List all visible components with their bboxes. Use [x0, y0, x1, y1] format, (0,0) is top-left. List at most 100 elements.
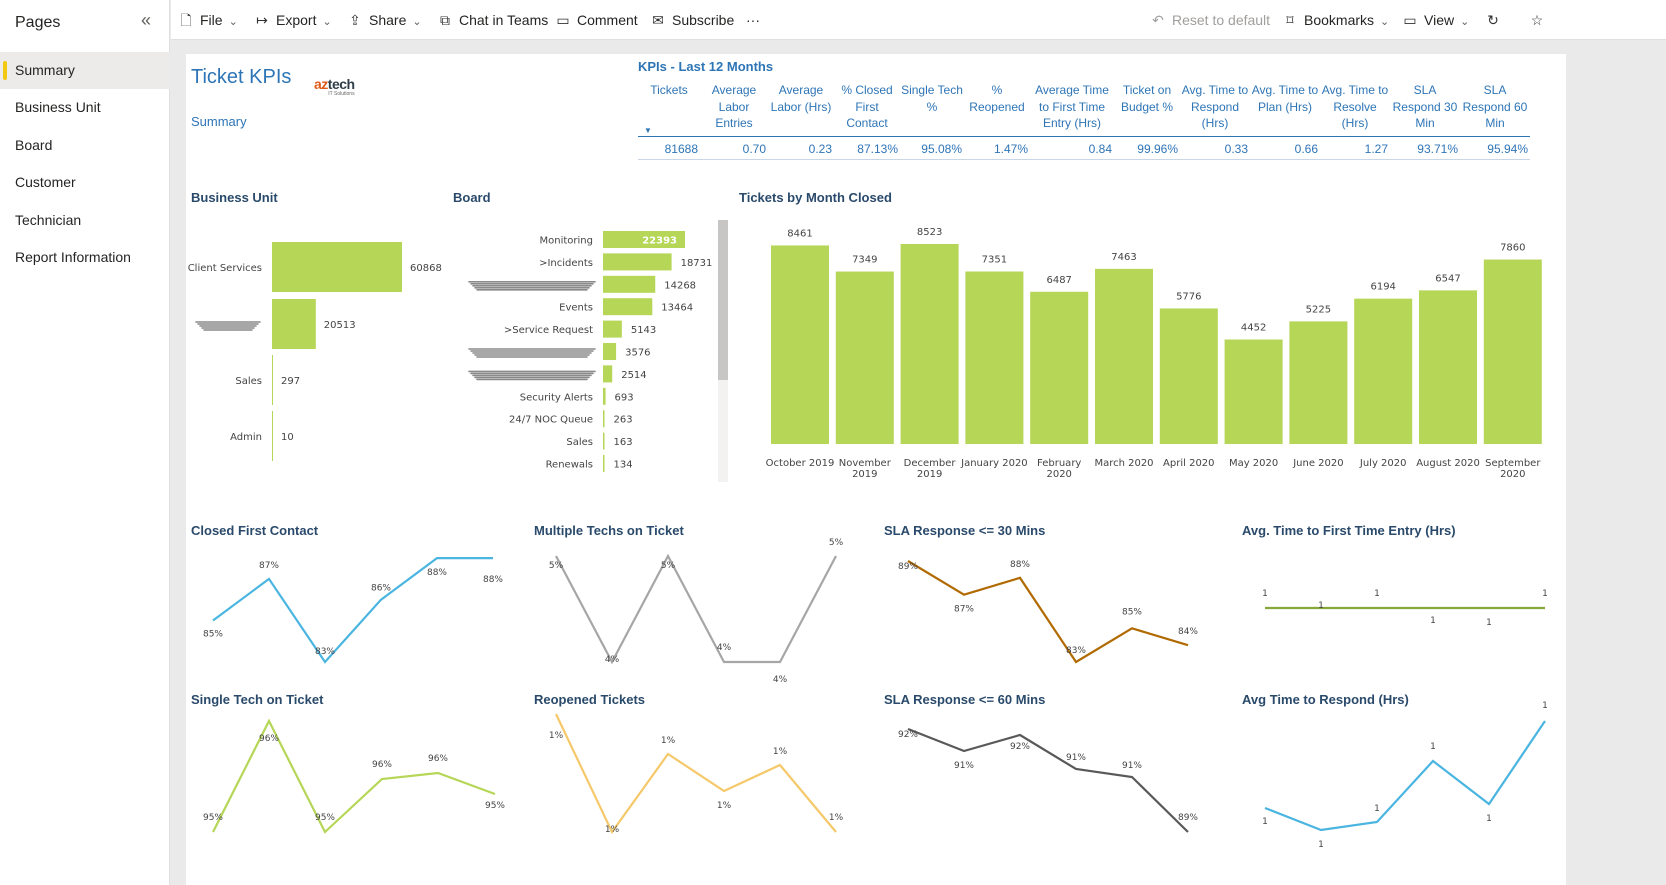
more-options-button[interactable]: ··· [746, 12, 760, 28]
favorite-button[interactable]: ☆ [1528, 0, 1551, 40]
kpi-header[interactable]: % Reopened [969, 83, 1025, 114]
trend-point-label: 91% [954, 761, 974, 771]
pages-title: Pages [15, 14, 61, 31]
page-tab-customer[interactable]: Customer [15, 174, 76, 190]
board-value: 22393 [642, 236, 677, 247]
kpi-header[interactable]: Average Time to First Time Entry (Hrs) [1035, 83, 1109, 130]
month-bar [1159, 308, 1218, 444]
sort-desc-icon[interactable]: ▼ [644, 126, 652, 135]
export-label: Export [276, 12, 317, 28]
month-label: August 2020 [1416, 458, 1480, 469]
kpi-value: 0.66 [1294, 142, 1318, 156]
trend-point-label: 1 [1486, 814, 1492, 824]
chevron-down-icon: ⌄ [322, 16, 332, 28]
subscribe-button[interactable]: ✉ Subscribe [649, 0, 734, 40]
kpi-header[interactable]: % Closed First Contact [841, 83, 893, 130]
board-value: 14268 [664, 280, 696, 291]
board-value: 134 [614, 460, 633, 471]
month-label: March 2020 [1094, 458, 1153, 469]
month-label: January 2020 [960, 458, 1028, 469]
reopened-title: Reopened Tickets [534, 692, 646, 707]
kpi-header[interactable]: Avg. Time to Resolve (Hrs) [1321, 83, 1389, 130]
share-menu[interactable]: ⇪ Share ⌄ [346, 0, 421, 40]
canvas-background [1566, 40, 1666, 885]
month-label: April 2020 [1163, 458, 1214, 469]
kpi-header[interactable]: Single Tech % [901, 83, 963, 114]
comment-button[interactable]: ▭ Comment [554, 0, 638, 40]
kpi-table-title: KPIs - Last 12 Months [638, 59, 774, 74]
page-tab-technician[interactable]: Technician [15, 212, 82, 228]
reset-to-default-button[interactable]: ↶ Reset to default [1149, 0, 1270, 40]
board-redacted-label [468, 348, 596, 358]
kpi-value: 0.70 [742, 142, 766, 156]
board-bar [603, 343, 617, 360]
board-bar [603, 253, 672, 271]
page-tab-report-information[interactable]: Report Information [15, 249, 131, 265]
business-unit-bar [272, 355, 273, 405]
trend-point-label: 95% [485, 801, 505, 811]
refresh-button[interactable]: ↻ [1484, 0, 1507, 40]
trend-point-label: 1 [1262, 589, 1268, 599]
kpi-value: 95.08% [921, 142, 962, 156]
bookmarks-menu[interactable]: ⌑ Bookmarks ⌄ [1281, 0, 1389, 40]
business-unit-bar [272, 242, 402, 292]
month-label: July 2020 [1359, 458, 1407, 469]
month-value: 7351 [982, 255, 1007, 266]
kpi-header[interactable]: SLA Respond 60 Min [1462, 83, 1528, 130]
trend-point-label: 95% [203, 813, 223, 823]
view-menu[interactable]: ▭ View ⌄ [1401, 0, 1469, 40]
business-unit-label: Sales [235, 376, 262, 387]
board-bar [603, 410, 605, 428]
board-value: 3576 [625, 348, 650, 359]
kpi-header[interactable]: Avg. Time to Plan (Hrs) [1251, 83, 1319, 114]
comment-label: Comment [577, 12, 638, 28]
trend-point-label: 1% [661, 736, 676, 746]
file-menu[interactable]: 🗋 File ⌄ [177, 0, 237, 40]
month-label: June 2020 [1292, 458, 1343, 469]
trend-point-label: 88% [1010, 560, 1030, 570]
kpi-value: 95.94% [1487, 142, 1528, 156]
month-value: 7463 [1111, 252, 1136, 263]
export-menu[interactable]: ↦ Export ⌄ [253, 0, 332, 40]
trend-line [555, 713, 837, 835]
kpi-header[interactable]: Tickets [650, 83, 688, 97]
page-tab-business-unit[interactable]: Business Unit [15, 99, 101, 115]
kpi-value: 99.96% [1137, 142, 1178, 156]
board-label: Events [559, 303, 593, 314]
kpi-value: 1.47% [993, 142, 1028, 156]
trend-point-label: 96% [372, 760, 392, 770]
board-label: Renewals [546, 460, 593, 471]
month-value: 7860 [1500, 243, 1525, 254]
page-tab-summary[interactable]: Summary [0, 52, 170, 89]
kpi-header[interactable]: Average Labor Entries [711, 83, 757, 130]
trend-point-label: 1 [1318, 601, 1324, 611]
page-tab-board[interactable]: Board [15, 137, 53, 153]
kpi-value: 87.13% [857, 142, 898, 156]
board-value: 163 [614, 437, 633, 448]
board-label: 24/7 NOC Queue [509, 415, 593, 426]
board-value: 13464 [661, 303, 693, 314]
chat-in-teams-button[interactable]: ⧉ Chat in Teams [436, 0, 548, 40]
kpi-header[interactable]: SLA Respond 30 Min [1392, 83, 1458, 130]
trend-point-label: 92% [1010, 742, 1030, 752]
double-chevron-left-icon[interactable]: « [141, 10, 152, 30]
month-value: 4452 [1241, 323, 1266, 334]
trend-point-label: 5% [661, 561, 676, 571]
business-unit-redacted-label [195, 321, 261, 331]
month-label: February [1037, 458, 1081, 469]
trend-line [1264, 720, 1546, 832]
business-unit-bar [272, 299, 316, 349]
kpi-header[interactable]: Average Labor (Hrs) [770, 83, 832, 114]
month-bar [965, 271, 1024, 444]
board-bar [603, 231, 685, 248]
board-value: 693 [615, 392, 634, 403]
month-label: December [904, 458, 957, 469]
board-bar [603, 320, 622, 338]
business-unit-bar [272, 411, 273, 461]
kpi-header[interactable]: Avg. Time to Respond (Hrs) [1181, 83, 1249, 130]
month-bar [1095, 268, 1153, 444]
star-icon: ☆ [1530, 12, 1544, 28]
board-label: Monitoring [540, 236, 593, 247]
board-bar [603, 298, 653, 316]
kpi-header[interactable]: Ticket on Budget % [1120, 83, 1174, 114]
